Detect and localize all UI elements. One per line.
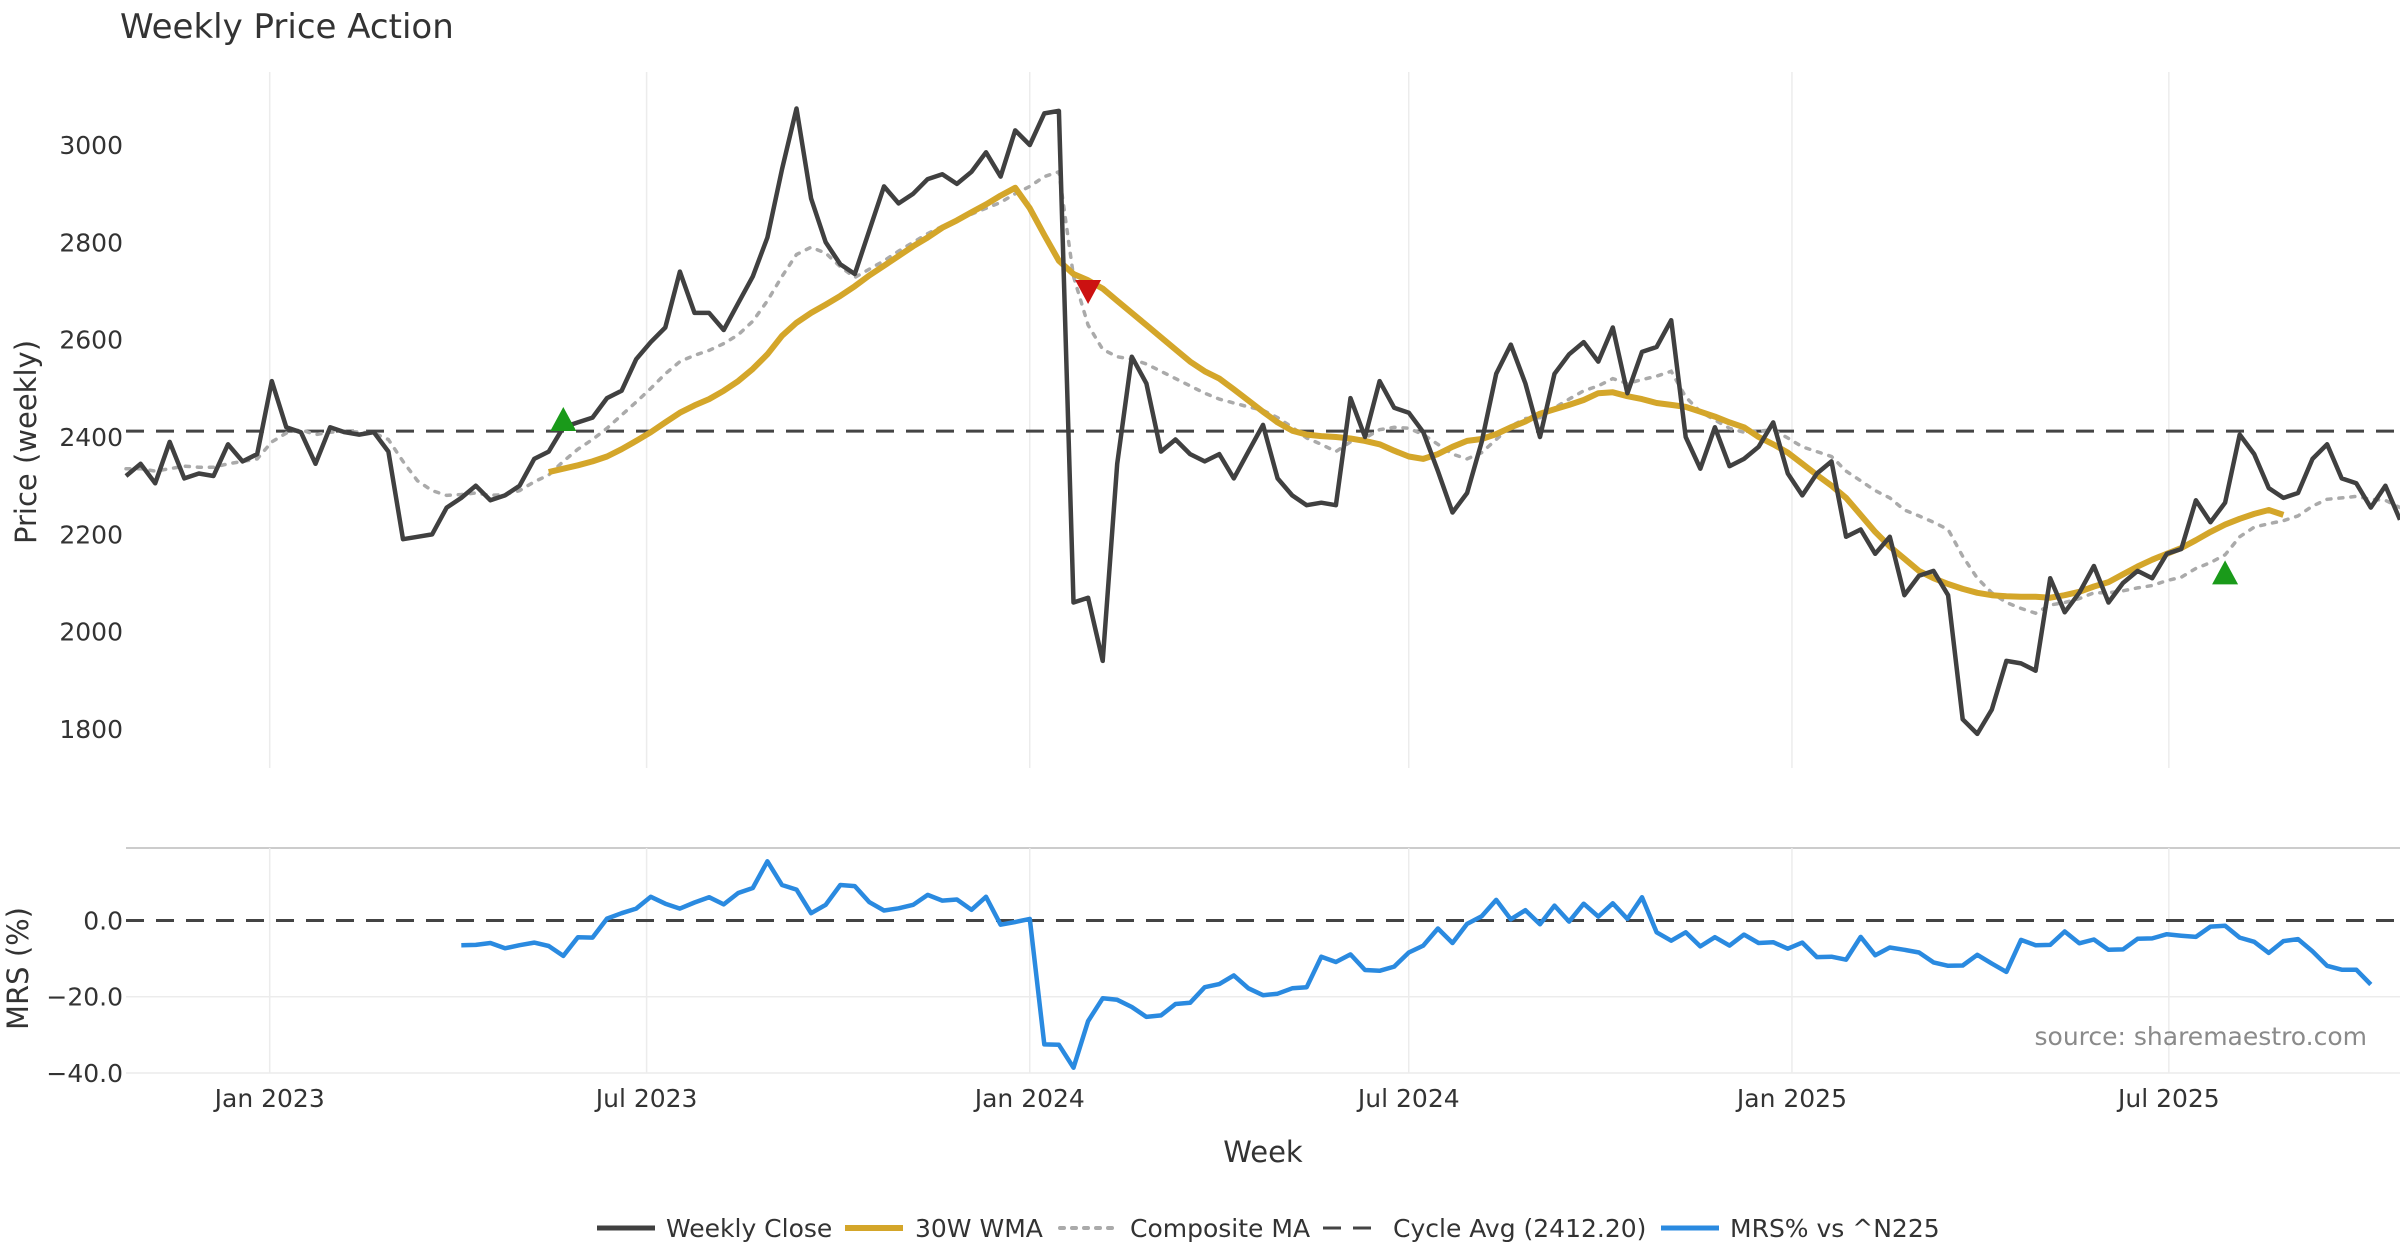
legend-label-cycle-avg: Cycle Avg (2412.20) xyxy=(1393,1214,1646,1243)
price-y-tick-label: 2200 xyxy=(59,520,123,549)
x-tick-label: Jul 2025 xyxy=(2116,1084,2220,1113)
wma-30w-line xyxy=(548,184,2285,601)
x-tick-label: Jan 2024 xyxy=(973,1084,1085,1113)
signal-markers xyxy=(550,279,2239,585)
legend: Weekly Close 30W WMA Composite MA Cycle … xyxy=(597,1214,1940,1243)
legend-label-wma: 30W WMA xyxy=(915,1214,1043,1243)
legend-label-composite-ma: Composite MA xyxy=(1130,1214,1310,1243)
price-y-tick-label: 1800 xyxy=(59,715,123,744)
x-tick-label: Jan 2025 xyxy=(1735,1084,1847,1113)
price-vertical-gridlines xyxy=(268,72,2170,768)
chart-title: Weekly Price Action xyxy=(120,7,454,47)
legend-label-weekly-close: Weekly Close xyxy=(666,1214,832,1243)
price-y-tick-label: 2600 xyxy=(59,326,123,355)
mrs-panel: MRS (%) 0.0 −20.0 −40.0 source: sharemaest… xyxy=(1,848,2400,1088)
x-tick-label: Jan 2023 xyxy=(213,1084,325,1113)
price-y-ticks: 1800 2000 2200 2400 2600 2800 3000 xyxy=(59,131,123,744)
price-y-tick-label: 2000 xyxy=(59,618,123,647)
price-panel: Price (weekly) 1800 2000 2200 2400 2600 2800 3… xyxy=(9,72,2400,768)
price-y-tick-label: 2800 xyxy=(59,228,123,257)
buy-signal-marker xyxy=(550,407,577,432)
price-y-tick-label: 3000 xyxy=(59,131,123,160)
mrs-y-ticks: 0.0 −20.0 −40.0 xyxy=(46,906,123,1088)
legend-item-cycle-avg: Cycle Avg (2412.20) xyxy=(1323,1214,1646,1243)
mrs-y-tick-label: −20.0 xyxy=(46,983,123,1012)
mrs-vertical-gridlines xyxy=(268,848,2170,1073)
sell-signal-marker xyxy=(1075,279,1102,305)
price-y-axis-label: Price (weekly) xyxy=(9,340,43,544)
mrs-y-tick-label: −40.0 xyxy=(46,1059,123,1088)
mrs-line xyxy=(461,859,2373,1070)
price-y-tick-label: 2400 xyxy=(59,423,123,452)
mrs-y-axis-label: MRS (%) xyxy=(1,907,35,1030)
composite-ma-line xyxy=(124,169,2400,616)
buy-signal-marker xyxy=(2212,560,2239,585)
x-tick-label: Jul 2024 xyxy=(1356,1084,1460,1113)
source-note: source: sharemaestro.com xyxy=(2035,1022,2368,1051)
legend-item-wma: 30W WMA xyxy=(845,1214,1043,1243)
legend-label-mrs: MRS% vs ^N225 xyxy=(1730,1214,1940,1243)
mrs-y-tick-label: 0.0 xyxy=(83,906,123,935)
legend-item-mrs: MRS% vs ^N225 xyxy=(1661,1214,1940,1243)
x-axis-label: Week xyxy=(1223,1135,1303,1169)
legend-item-weekly-close: Weekly Close xyxy=(597,1214,832,1243)
x-tick-label: Jul 2023 xyxy=(594,1084,698,1113)
legend-item-composite-ma: Composite MA xyxy=(1058,1214,1310,1243)
x-axis-ticks: Jan 2023 Jul 2023 Jan 2024 Jul 2024 Jan 2025… xyxy=(213,1084,2220,1113)
weekly-close-line xyxy=(124,106,2400,737)
